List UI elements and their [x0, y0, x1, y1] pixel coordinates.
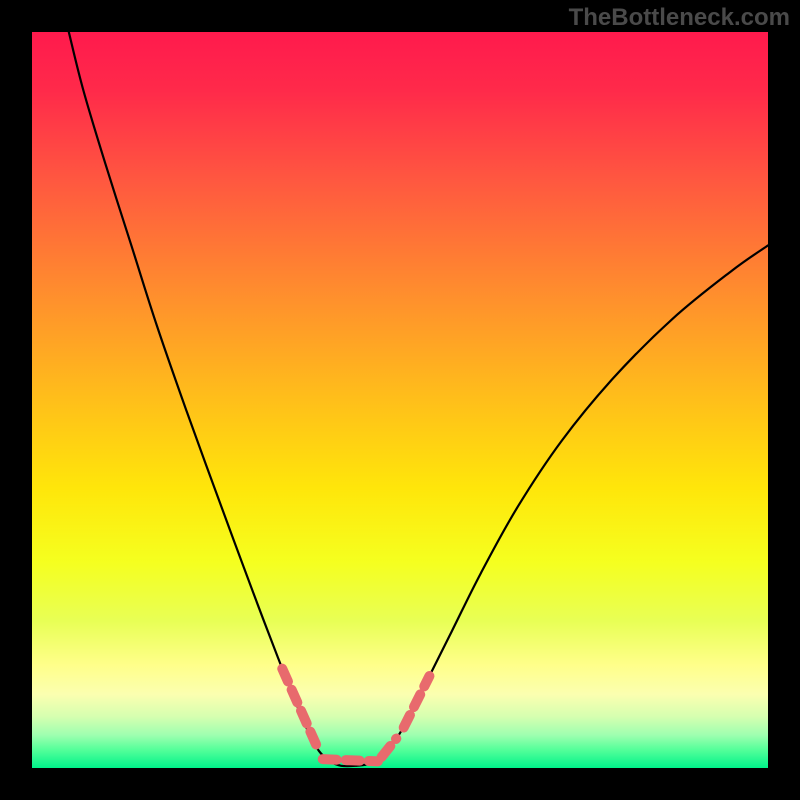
chart-frame: TheBottleneck.com: [0, 0, 800, 800]
bottleneck-curve-chart: [32, 32, 768, 768]
chart-background: [32, 32, 768, 768]
plot-area: [32, 32, 768, 768]
watermark-text: TheBottleneck.com: [569, 4, 790, 32]
overlay-segment: [323, 759, 378, 761]
